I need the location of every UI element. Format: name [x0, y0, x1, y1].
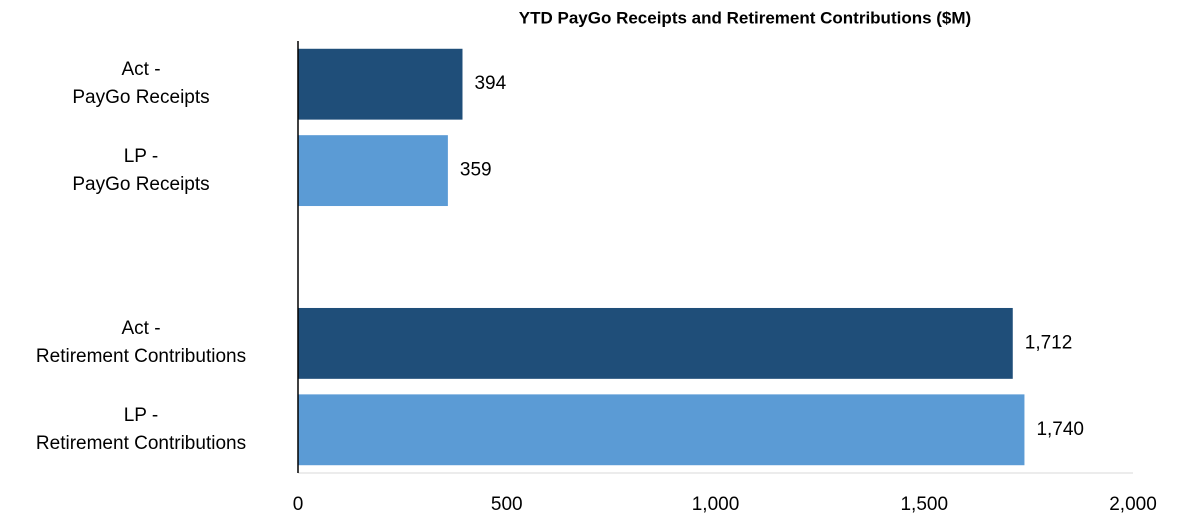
value-label: 1,712: [1025, 332, 1073, 353]
x-tick-label: 0: [293, 494, 304, 515]
y-tick-label: Act - PayGo Receipts: [72, 59, 210, 109]
bar: [298, 394, 1025, 466]
value-label: 1,740: [1036, 419, 1084, 440]
value-label: 359: [460, 160, 492, 181]
value-label: 394: [474, 73, 506, 94]
bar: [298, 48, 463, 120]
bar: [298, 307, 1013, 379]
x-tick-label: 1,000: [692, 494, 740, 515]
x-tick-label: 500: [491, 494, 523, 515]
x-tick-label: 1,500: [900, 494, 948, 515]
chart-title: YTD PayGo Receipts and Retirement Contri…: [519, 8, 971, 27]
x-tick-label: 2,000: [1109, 494, 1157, 515]
y-tick-label: LP - PayGo Receipts: [72, 145, 210, 195]
y-tick-label: LP - Retirement Contributions: [35, 404, 247, 454]
y-tick-label: Act - Retirement Contributions: [35, 318, 247, 368]
bar: [298, 135, 448, 207]
